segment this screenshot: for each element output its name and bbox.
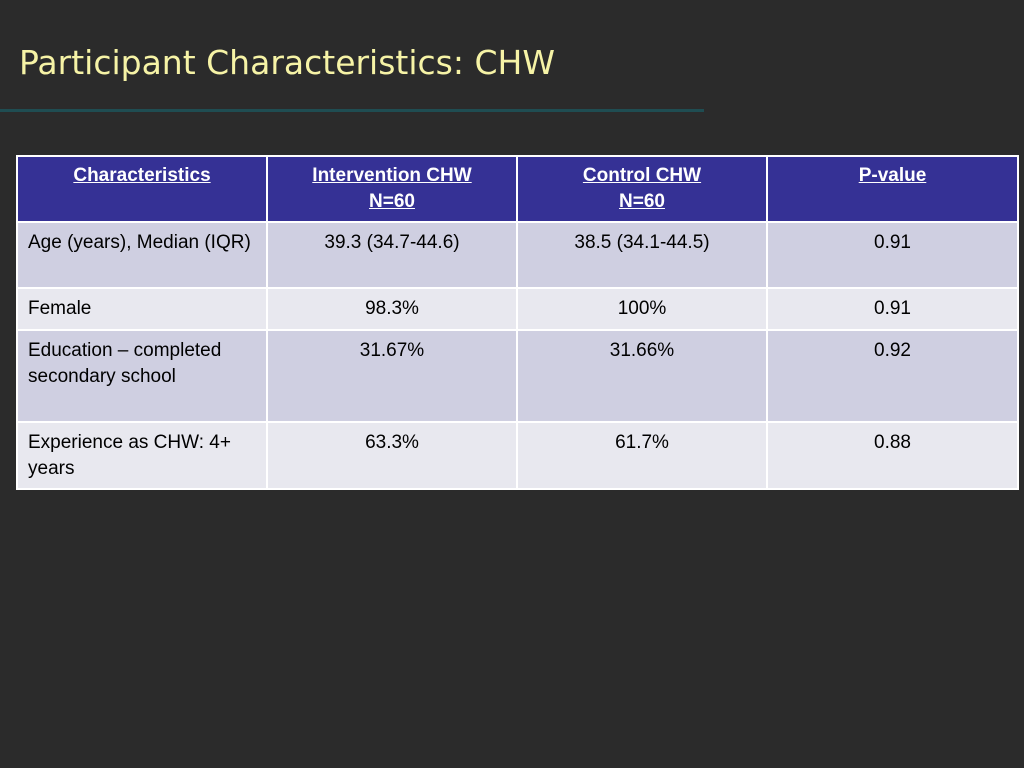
table-row: Female 98.3% 100% 0.91 [16, 287, 1019, 331]
p-value: 0.92 [766, 329, 1019, 423]
row-label: Age (years), Median (IQR) [16, 221, 268, 289]
header-p-value-label: P-value [858, 165, 927, 186]
header-control-label: Control CHW [582, 165, 702, 186]
intervention-value: 39.3 (34.7-44.6) [266, 221, 518, 289]
intervention-value: 63.3% [266, 421, 518, 490]
intervention-value: 98.3% [266, 287, 518, 331]
row-label: Education – completed secondary school [16, 329, 268, 423]
control-value: 31.66% [516, 329, 768, 423]
table-header-row: Characteristics Intervention CHW N=60 Co… [16, 155, 1019, 223]
intervention-value: 31.67% [266, 329, 518, 423]
header-control-chw: Control CHW N=60 [516, 155, 768, 223]
row-label: Experience as CHW: 4+ years [16, 421, 268, 490]
header-characteristics: Characteristics [16, 155, 268, 223]
control-value: 61.7% [516, 421, 768, 490]
header-characteristics-label: Characteristics [73, 165, 211, 186]
header-intervention-label: Intervention CHW [312, 165, 472, 186]
p-value: 0.91 [766, 287, 1019, 331]
header-intervention-n: N=60 [369, 191, 415, 212]
row-label: Female [16, 287, 268, 331]
table-row: Age (years), Median (IQR) 39.3 (34.7-44.… [16, 221, 1019, 289]
header-intervention-chw: Intervention CHW N=60 [266, 155, 518, 223]
control-value: 38.5 (34.1-44.5) [516, 221, 768, 289]
title-divider [0, 109, 704, 112]
table-row: Experience as CHW: 4+ years 63.3% 61.7% … [16, 421, 1019, 490]
p-value: 0.91 [766, 221, 1019, 289]
participant-characteristics-table: Characteristics Intervention CHW N=60 Co… [16, 155, 1019, 490]
header-control-n: N=60 [619, 191, 665, 212]
control-value: 100% [516, 287, 768, 331]
slide-title: Participant Characteristics: CHW [19, 43, 555, 82]
header-p-value: P-value [766, 155, 1019, 223]
p-value: 0.88 [766, 421, 1019, 490]
table-row: Education – completed secondary school 3… [16, 329, 1019, 423]
